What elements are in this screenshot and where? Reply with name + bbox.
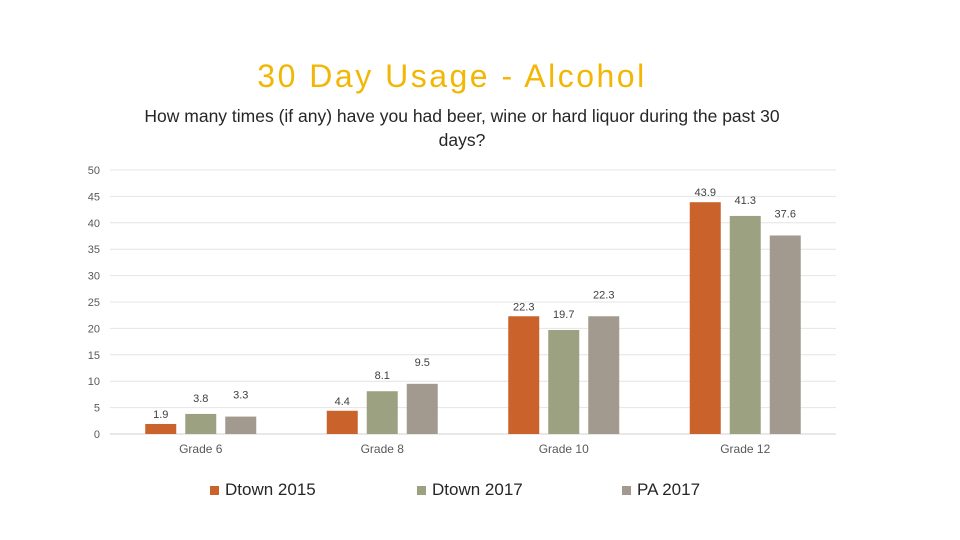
chart-legend: Dtown 2015 Dtown 2017 PA 2017 (0, 480, 960, 504)
grid-lines (110, 169, 836, 435)
x-tick-label: Grade 6 (179, 442, 223, 456)
legend-label: Dtown 2015 (225, 480, 316, 499)
y-tick-label: 5 (94, 403, 100, 415)
y-tick-label: 45 (88, 191, 100, 203)
legend-swatch (210, 485, 219, 495)
y-tick-label: 0 (94, 429, 100, 441)
data-label: 4.4 (335, 396, 350, 408)
data-label: 9.5 (415, 357, 430, 369)
data-label: 1.9 (153, 409, 168, 421)
bar (729, 215, 761, 434)
y-tick-label: 10 (88, 376, 100, 388)
legend-item: Dtown 2017 (417, 480, 523, 500)
y-tick-label: 20 (88, 323, 100, 335)
y-axis-ticks: 0 5 10 15 20 25 30 35 40 45 50 (88, 165, 100, 441)
y-tick-label: 50 (88, 165, 100, 177)
legend-swatch (417, 485, 426, 495)
data-label: 22.3 (513, 301, 534, 313)
bar (769, 235, 801, 434)
data-label: 3.8 (193, 393, 208, 405)
data-label: 8.1 (375, 370, 390, 382)
bar (225, 416, 257, 434)
y-tick-label: 25 (88, 297, 100, 309)
data-label: 22.3 (593, 289, 614, 301)
legend-item: PA 2017 (622, 480, 700, 500)
data-label: 37.6 (775, 208, 796, 220)
legend-item: Dtown 2015 (210, 480, 316, 500)
chart-subtitle: How many times (if any) have you had bee… (144, 106, 780, 150)
bar (185, 413, 217, 434)
bar (145, 423, 177, 434)
bar (689, 202, 721, 434)
y-tick-label: 15 (88, 350, 100, 362)
y-tick-label: 35 (88, 244, 100, 256)
data-label: 43.9 (695, 187, 716, 199)
chart-title: 30 Day Usage - Alcohol (257, 58, 647, 94)
x-axis-ticks: Grade 6 Grade 8 Grade 10 Grade 12 (179, 442, 771, 456)
data-labels: 1.9 3.8 3.3 4.4 8.1 9.5 22.3 19.7 22.3 43.9 41.3 37… (153, 187, 796, 421)
data-label: 3.3 (233, 390, 248, 402)
bar (406, 383, 438, 434)
bar (508, 316, 540, 434)
legend-label: PA 2017 (637, 480, 701, 499)
bars (145, 202, 801, 434)
y-tick-label: 30 (88, 271, 100, 283)
x-tick-label: Grade 10 (539, 442, 589, 456)
data-label: 41.3 (735, 195, 756, 207)
y-tick-label: 40 (88, 218, 100, 230)
x-tick-label: Grade 12 (720, 442, 770, 456)
x-tick-label: Grade 8 (361, 442, 405, 456)
data-label: 19.7 (553, 309, 574, 321)
bar (588, 316, 620, 434)
bar (366, 391, 398, 434)
bar (548, 329, 580, 434)
legend-swatch (622, 485, 631, 495)
bar (326, 410, 358, 434)
legend-label: Dtown 2017 (432, 480, 523, 499)
